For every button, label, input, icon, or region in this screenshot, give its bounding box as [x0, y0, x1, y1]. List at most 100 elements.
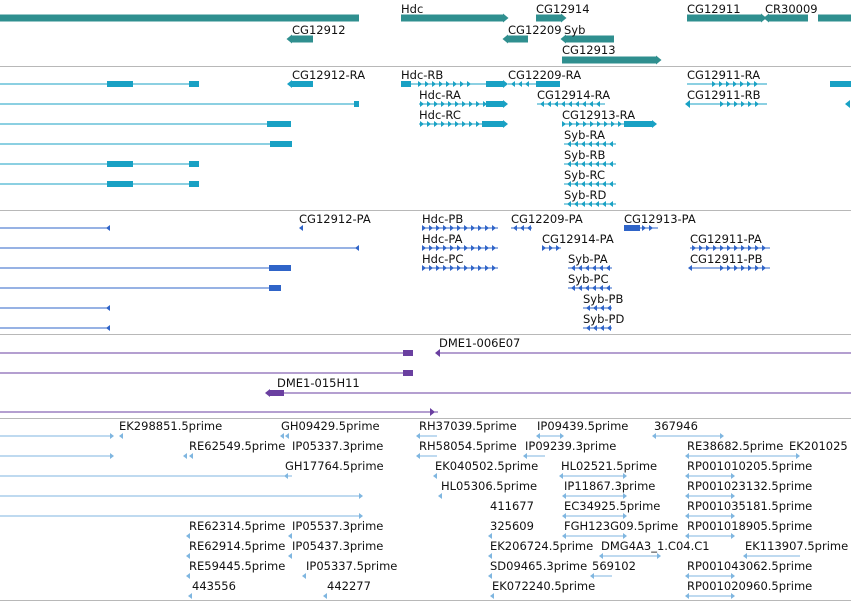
est-label[interactable]: RE62314.5prime — [189, 519, 286, 533]
transcript-label[interactable]: Hdc-RC — [419, 108, 461, 122]
gene-label-hdc[interactable]: Hdc — [401, 2, 424, 16]
gene-label-cg12911[interactable]: CG12911 — [687, 2, 741, 16]
clone-block[interactable] — [403, 350, 413, 356]
transcript-label[interactable]: CG12911-RA — [687, 68, 761, 82]
est-label[interactable]: 569102 — [592, 559, 636, 573]
exon-block[interactable] — [189, 81, 199, 87]
gene-bar-cg12912-short[interactable] — [292, 35, 313, 43]
est-label[interactable]: 443556 — [192, 579, 236, 593]
exon-block[interactable] — [270, 141, 292, 147]
est-label[interactable]: IP05337.3prime — [292, 439, 384, 453]
est-label[interactable]: EK113907.5prime — [745, 539, 849, 553]
protein-label[interactable]: Syb-PD — [583, 312, 625, 326]
transcript-label[interactable]: CG12912-RA — [292, 68, 366, 82]
est-label[interactable]: 411677 — [490, 499, 534, 513]
protein-label[interactable]: CG12911-PA — [690, 232, 762, 246]
est-label[interactable]: RE38682.5prime — [687, 439, 784, 453]
cds-block[interactable] — [624, 225, 640, 231]
est-label[interactable]: EK201025 — [789, 439, 848, 453]
cds-block[interactable] — [269, 285, 281, 291]
est-label[interactable]: RH37039.5prime — [419, 419, 517, 433]
exon-block[interactable] — [401, 81, 411, 87]
protein-label[interactable]: Hdc-PC — [422, 252, 464, 266]
est-label[interactable]: RP001035181.5prime — [687, 499, 813, 513]
exon-block[interactable] — [354, 101, 359, 107]
est-label[interactable]: DMG4A3_1.C04.C1 — [601, 539, 710, 553]
clone-label[interactable]: DME1-006E07 — [439, 336, 521, 350]
transcript-label[interactable]: CG12209-RA — [508, 68, 582, 82]
gene-bar-hdc[interactable] — [401, 14, 503, 22]
est-label[interactable]: RE62914.5prime — [189, 539, 286, 553]
est-label[interactable]: RH58054.5prime — [419, 439, 517, 453]
est-label[interactable]: RE62549.5prime — [189, 439, 286, 453]
gene-bar-syb[interactable] — [566, 35, 614, 43]
protein-label[interactable]: CG12913-PA — [624, 212, 696, 226]
gene-bar-cg12911[interactable] — [687, 14, 761, 22]
est-label[interactable]: IP09439.5prime — [537, 419, 629, 433]
protein-label[interactable]: Syb-PB — [583, 292, 624, 306]
exon-block[interactable] — [486, 81, 503, 87]
est-label[interactable]: GH17764.5prime — [285, 459, 384, 473]
exon-block[interactable] — [267, 121, 291, 127]
transcript-label[interactable]: Syb-RD — [564, 188, 607, 202]
gene-bar-cg12912[interactable] — [0, 14, 359, 22]
cds-block[interactable] — [269, 265, 291, 271]
exon-block[interactable] — [624, 121, 652, 127]
est-label[interactable]: EC34925.5prime — [564, 499, 661, 513]
exon-block[interactable] — [189, 181, 199, 187]
clone-block[interactable] — [270, 390, 284, 396]
transcript-label[interactable]: Syb-RA — [564, 128, 605, 142]
est-label[interactable]: EK072240.5prime — [492, 579, 596, 593]
est-label[interactable]: IP11867.3prime — [564, 479, 656, 493]
transcript-label[interactable]: CG12913-RA — [562, 108, 636, 122]
est-label[interactable]: IP09239.3prime — [525, 439, 617, 453]
gene-bar-cg12913[interactable] — [562, 56, 656, 64]
est-label[interactable]: RP001010205.5prime — [687, 459, 813, 473]
est-label[interactable]: IP05537.3prime — [292, 519, 384, 533]
est-label[interactable]: FGH123G09.5prime — [564, 519, 679, 533]
protein-label[interactable]: Hdc-PA — [422, 232, 463, 246]
transcript-label[interactable]: Hdc-RB — [401, 68, 444, 82]
est-label[interactable]: RE59445.5prime — [189, 559, 286, 573]
est-label[interactable]: HL02521.5prime — [561, 459, 658, 473]
gene-bar-cg12209[interactable] — [508, 35, 528, 43]
exon-block[interactable] — [107, 161, 133, 167]
exon-block[interactable] — [482, 121, 503, 127]
gene-label-cg12912[interactable]: CG12912 — [292, 23, 346, 37]
protein-label[interactable]: CG12912-PA — [299, 212, 371, 226]
est-label[interactable]: 442277 — [327, 579, 371, 593]
transcript-label[interactable]: CG12914-RA — [537, 88, 611, 102]
gene-label-cg12913[interactable]: CG12913 — [562, 43, 616, 57]
transcript-label[interactable]: Syb-RB — [564, 148, 606, 162]
est-label[interactable]: RP001020960.5prime — [687, 579, 813, 593]
transcript-label[interactable]: CG12911-RB — [687, 88, 761, 102]
gene-bar-cg12914[interactable] — [536, 14, 561, 22]
est-label[interactable]: IP05337.5prime — [306, 559, 398, 573]
exon-block[interactable] — [536, 81, 560, 87]
exon-block[interactable] — [107, 81, 133, 87]
protein-label[interactable]: CG12209-PA — [511, 212, 583, 226]
protein-label[interactable]: Syb-PC — [568, 272, 609, 286]
exon-block[interactable] — [486, 101, 503, 107]
est-label[interactable]: EK206724.5prime — [490, 539, 594, 553]
protein-label[interactable]: Hdc-PB — [422, 212, 464, 226]
est-label[interactable]: RP001018905.5prime — [687, 519, 813, 533]
protein-label[interactable]: CG12911-PB — [690, 252, 763, 266]
gene-bar-right[interactable] — [818, 14, 851, 22]
exon-block[interactable] — [107, 181, 133, 187]
transcript-label[interactable]: Syb-RC — [564, 168, 606, 182]
est-label[interactable]: HL05306.5prime — [441, 479, 538, 493]
est-label[interactable]: 325609 — [490, 519, 534, 533]
est-label[interactable]: EK298851.5prime — [119, 419, 223, 433]
exon-block[interactable] — [189, 161, 199, 167]
protein-label[interactable]: Syb-PA — [568, 252, 608, 266]
est-label[interactable]: 367946 — [654, 419, 698, 433]
est-label[interactable]: RP001043062.5prime — [687, 559, 813, 573]
protein-label[interactable]: CG12914-PA — [542, 232, 614, 246]
gene-bar-cr30009[interactable] — [769, 14, 808, 22]
gene-label-cr30009[interactable]: CR30009 — [765, 2, 818, 16]
clone-block[interactable] — [403, 370, 413, 376]
gene-label-syb[interactable]: Syb — [564, 23, 586, 37]
transcript-label[interactable]: Hdc-RA — [419, 88, 461, 102]
gene-label-cg12209[interactable]: CG12209 — [508, 23, 562, 37]
